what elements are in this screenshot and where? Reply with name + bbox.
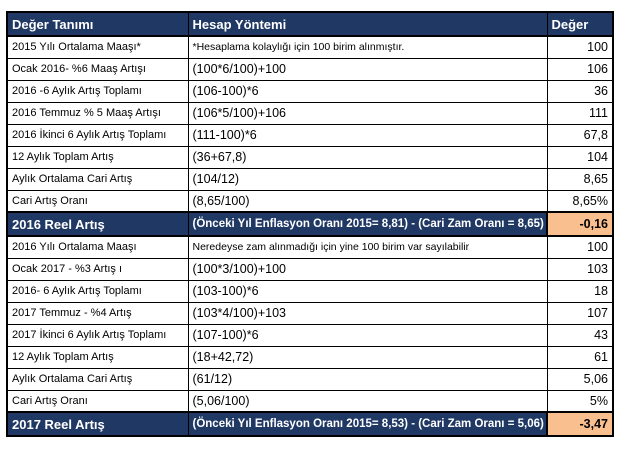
column-header-value: Değer [546, 11, 614, 37]
table-row: 12 Aylık Toplam Artış (18+42,72) 61 [6, 345, 614, 369]
row-label-cell: 2016 -6 Aylık Artış Toplamı [6, 79, 189, 103]
row-label-cell: Ocak 2016- %6 Maaş Artışı [6, 57, 189, 81]
table-row: 2017 İkinci 6 Aylık Artış Toplamı (107-1… [6, 323, 614, 347]
row-method-cell: (36+67,8) [187, 145, 548, 169]
row-method-cell: (5,06/100) [187, 389, 548, 413]
row-method-cell: Neredeyse zam alınmadığı için yine 100 b… [187, 235, 548, 259]
row-label-cell: 12 Aylık Toplam Artış [6, 145, 189, 169]
row-value-cell: 67,8 [546, 123, 614, 147]
row-method-cell: (107-100)*6 [187, 323, 548, 347]
row-method-cell: (Önceki Yıl Enflasyon Oranı 2015= 8,53) … [187, 411, 548, 437]
row-method-cell: (106-100)*6 [187, 79, 548, 103]
row-method-cell: (100*3/100)+100 [187, 257, 548, 281]
row-label-cell: Aylık Ortalama Cari Artış [6, 167, 189, 191]
row-value-cell: 100 [546, 35, 614, 59]
row-value-cell: -0,16 [546, 211, 614, 237]
row-value-cell: 107 [546, 301, 614, 325]
table-row: 2016 Temmuz % 5 Maaş Artışı (106*5/100)+… [6, 101, 614, 125]
row-method-cell: (103-100)*6 [187, 279, 548, 303]
table-body: 2015 Yılı Ortalama Maaşı* *Hesaplama kol… [6, 35, 614, 437]
row-label-cell: 2017 İkinci 6 Aylık Artış Toplamı [6, 323, 189, 347]
table-row: 2016 İkinci 6 Aylık Artış Toplamı (111-1… [6, 123, 614, 147]
table-row: Ocak 2016- %6 Maaş Artışı (100*6/100)+10… [6, 57, 614, 81]
table-row: 12 Aylık Toplam Artış (36+67,8) 104 [6, 145, 614, 169]
row-method-cell: (61/12) [187, 367, 548, 391]
row-value-cell: 8,65% [546, 189, 614, 213]
row-value-cell: 5% [546, 389, 614, 413]
table-row: 2016 -6 Aylık Artış Toplamı (106-100)*6 … [6, 79, 614, 103]
row-label-cell: Cari Artış Oranı [6, 389, 189, 413]
salary-calculation-table: Değer Tanımı Hesap Yöntemi Değer 2015 Yı… [6, 11, 614, 437]
row-label-cell: 2017 Temmuz - %4 Artış [6, 301, 189, 325]
row-value-cell: 43 [546, 323, 614, 347]
table-row: Cari Artış Oranı (5,06/100) 5% [6, 389, 614, 413]
row-value-cell: -3,47 [546, 411, 614, 437]
row-value-cell: 104 [546, 145, 614, 169]
row-label-cell: 2016- 6 Aylık Artış Toplamı [6, 279, 189, 303]
row-label-cell: Aylık Ortalama Cari Artış [6, 367, 189, 391]
row-method-cell: (104/12) [187, 167, 548, 191]
row-value-cell: 61 [546, 345, 614, 369]
row-value-cell: 100 [546, 235, 614, 259]
row-method-cell: (100*6/100)+100 [187, 57, 548, 81]
table-row: 2015 Yılı Ortalama Maaşı* *Hesaplama kol… [6, 35, 614, 59]
row-value-cell: 18 [546, 279, 614, 303]
table-row: Cari Artış Oranı (8,65/100) 8,65% [6, 189, 614, 213]
table-row: 2016- 6 Aylık Artış Toplamı (103-100)*6 … [6, 279, 614, 303]
column-header-calc-method: Hesap Yöntemi [187, 11, 548, 37]
table-row: 2017 Reel Artış (Önceki Yıl Enflasyon Or… [6, 411, 614, 437]
row-label-cell: 2017 Reel Artış [6, 411, 189, 437]
table-row: 2017 Temmuz - %4 Artış (103*4/100)+103 1… [6, 301, 614, 325]
row-value-cell: 111 [546, 101, 614, 125]
table-row: Aylık Ortalama Cari Artış (104/12) 8,65 [6, 167, 614, 191]
row-value-cell: 103 [546, 257, 614, 281]
header-row: Değer Tanımı Hesap Yöntemi Değer [6, 11, 614, 37]
table-row: Aylık Ortalama Cari Artış (61/12) 5,06 [6, 367, 614, 391]
row-method-cell: (103*4/100)+103 [187, 301, 548, 325]
row-label-cell: 2016 Yılı Ortalama Maaşı [6, 235, 189, 259]
row-value-cell: 8,65 [546, 167, 614, 191]
table-row: Ocak 2017 - %3 Artış ı (100*3/100)+100 1… [6, 257, 614, 281]
row-label-cell: 2016 Temmuz % 5 Maaş Artışı [6, 101, 189, 125]
column-header-value-definition: Değer Tanımı [6, 11, 189, 37]
row-method-cell: *Hesaplama kolaylığı için 100 birim alın… [187, 35, 548, 59]
row-method-cell: (106*5/100)+106 [187, 101, 548, 125]
row-method-cell: (111-100)*6 [187, 123, 548, 147]
row-label-cell: 2015 Yılı Ortalama Maaşı* [6, 35, 189, 59]
row-label-cell: Ocak 2017 - %3 Artış ı [6, 257, 189, 281]
row-value-cell: 106 [546, 57, 614, 81]
row-label-cell: 2016 Reel Artış [6, 211, 189, 237]
row-label-cell: 2016 İkinci 6 Aylık Artış Toplamı [6, 123, 189, 147]
row-label-cell: 12 Aylık Toplam Artış [6, 345, 189, 369]
row-method-cell: (8,65/100) [187, 189, 548, 213]
row-method-cell: (18+42,72) [187, 345, 548, 369]
row-label-cell: Cari Artış Oranı [6, 189, 189, 213]
row-value-cell: 5,06 [546, 367, 614, 391]
row-method-cell: (Önceki Yıl Enflasyon Oranı 2015= 8,81) … [187, 211, 548, 237]
table-row: 2016 Reel Artış (Önceki Yıl Enflasyon Or… [6, 211, 614, 237]
row-value-cell: 36 [546, 79, 614, 103]
table-row: 2016 Yılı Ortalama Maaşı Neredeyse zam a… [6, 235, 614, 259]
